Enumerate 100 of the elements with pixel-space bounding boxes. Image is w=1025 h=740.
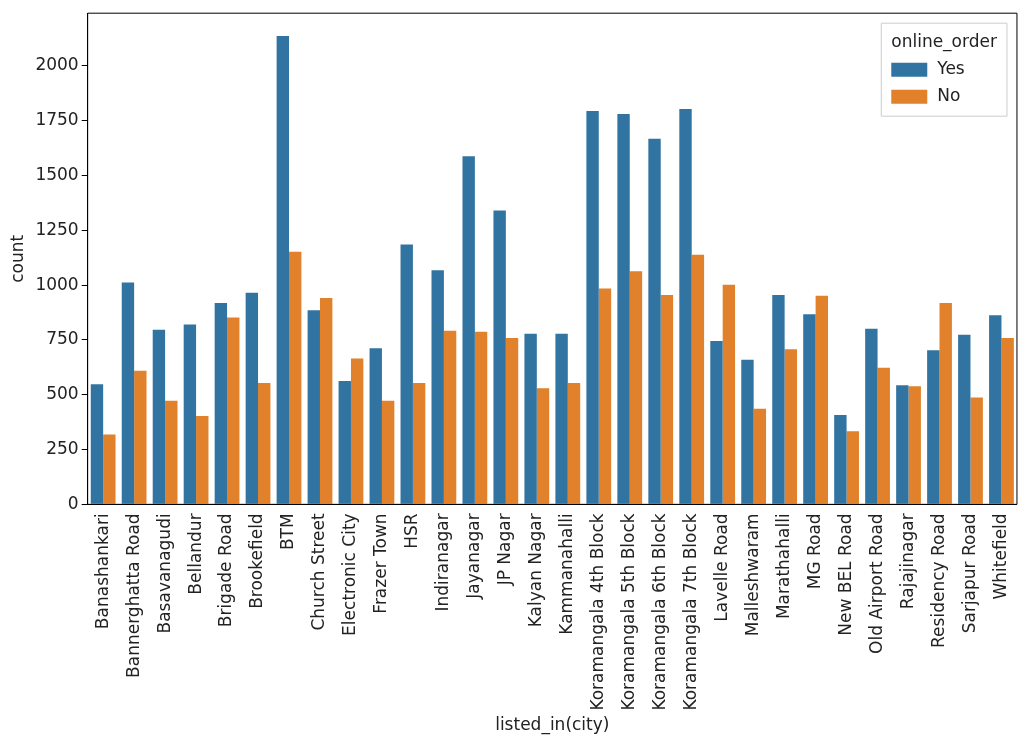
- bar: [865, 328, 878, 504]
- bar: [524, 333, 537, 504]
- y-axis-title: count: [6, 234, 27, 283]
- x-axis-title: listed_in(city): [495, 714, 610, 736]
- x-tick-label: Koramangala 6th Block: [649, 513, 670, 711]
- bar: [1001, 337, 1014, 504]
- y-tick-label: 1500: [35, 163, 79, 184]
- bar: [258, 383, 271, 504]
- x-tick-label: Kalyan Nagar: [525, 513, 546, 628]
- bar: [815, 295, 828, 504]
- y-tick-label: 250: [46, 437, 79, 458]
- bar: [536, 388, 550, 504]
- bar: [227, 317, 240, 504]
- bar: [896, 385, 909, 504]
- bar: [629, 271, 643, 504]
- bar: [214, 303, 228, 504]
- bar: [493, 210, 506, 504]
- bar: [412, 383, 426, 504]
- bar: [710, 341, 723, 504]
- bar: [165, 400, 178, 504]
- x-tick-label: Whitefield: [989, 513, 1010, 600]
- bar: [648, 138, 661, 504]
- x-tick-label: Kammanahalli: [556, 513, 577, 635]
- legend-label: Yes: [936, 58, 965, 79]
- x-tick-label: Brigade Road: [215, 513, 236, 628]
- bar: [338, 381, 351, 504]
- x-tick-label: Old Airport Road: [865, 513, 886, 654]
- bar: [307, 310, 320, 504]
- x-tick-label: Sarjapur Road: [958, 513, 979, 634]
- bar: [970, 397, 983, 504]
- bar: [939, 303, 952, 504]
- bar: [289, 251, 302, 504]
- bar: [753, 408, 767, 504]
- bar: [152, 329, 166, 504]
- x-tick-label: Basavanagudi: [153, 513, 174, 634]
- bar: [598, 288, 612, 504]
- x-tick-label: Brookefield: [246, 513, 267, 609]
- y-tick-label: 1250: [35, 218, 79, 239]
- bar: [183, 324, 197, 504]
- bar: [877, 367, 890, 504]
- bar: [90, 384, 104, 504]
- x-tick-label: Banashankari: [91, 513, 112, 630]
- bar: [443, 330, 457, 504]
- y-tick-label: 0: [67, 492, 79, 513]
- bar: [319, 298, 333, 504]
- bar: [772, 294, 785, 504]
- bar: [121, 282, 135, 504]
- y-tick-label: 500: [46, 383, 79, 404]
- x-tick-label: Frazer Town: [370, 513, 391, 614]
- bar: [103, 434, 116, 504]
- bar: [803, 314, 816, 504]
- x-tick-label: JP Nagar: [494, 513, 515, 587]
- bar: [741, 359, 754, 504]
- bar: [846, 431, 859, 504]
- x-tick-label: Koramangala 4th Block: [587, 513, 608, 711]
- bar: [276, 36, 290, 504]
- x-tick-label: Koramangala 7th Block: [680, 513, 701, 711]
- x-tick-label: New BEL Road: [835, 513, 856, 636]
- x-tick-label: Lavelle Road: [711, 513, 732, 622]
- x-tick-label: Residency Road: [927, 513, 948, 648]
- x-tick-label: Marathahalli: [773, 513, 794, 620]
- x-tick-label: HSR: [401, 513, 422, 549]
- y-tick-label: 1000: [35, 273, 79, 294]
- x-tick-label: Jayanagar: [463, 513, 484, 600]
- x-tick-label: Bannerghatta Road: [122, 513, 143, 678]
- bar: [196, 415, 209, 504]
- bar: [679, 109, 692, 504]
- x-tick-label: Church Street: [308, 513, 329, 631]
- legend-label: No: [937, 85, 961, 106]
- bar: [245, 292, 259, 504]
- bar: [400, 244, 413, 504]
- x-tick-label: Koramangala 5th Block: [618, 513, 639, 711]
- legend-title: online_order: [891, 31, 997, 53]
- bar: [431, 270, 444, 504]
- bar: [586, 110, 599, 504]
- y-tick-label: 750: [46, 328, 79, 349]
- bar: [908, 386, 921, 504]
- bar: [505, 337, 519, 504]
- bar: [381, 400, 395, 504]
- bar: [784, 349, 798, 504]
- bar: [958, 334, 971, 504]
- bar: [660, 294, 674, 504]
- x-tick-label: MG Road: [804, 513, 825, 590]
- x-tick-label: Indiranagar: [432, 513, 453, 612]
- bar: [989, 315, 1002, 504]
- x-tick-label: Malleshwaram: [742, 513, 763, 637]
- x-tick-label: Electronic City: [339, 513, 360, 636]
- bar: [617, 114, 630, 504]
- bar: [134, 370, 147, 504]
- y-tick-label: 1750: [35, 109, 79, 130]
- y-tick-label: 2000: [35, 54, 79, 75]
- bar: [691, 254, 705, 504]
- x-tick-label: BTM: [277, 513, 298, 551]
- x-tick-label: Bellandur: [184, 513, 205, 595]
- bar: [474, 331, 488, 504]
- bar: [927, 350, 940, 504]
- bar: [462, 156, 475, 504]
- bar: [567, 383, 581, 504]
- bar: [834, 415, 847, 504]
- bar: [555, 333, 568, 504]
